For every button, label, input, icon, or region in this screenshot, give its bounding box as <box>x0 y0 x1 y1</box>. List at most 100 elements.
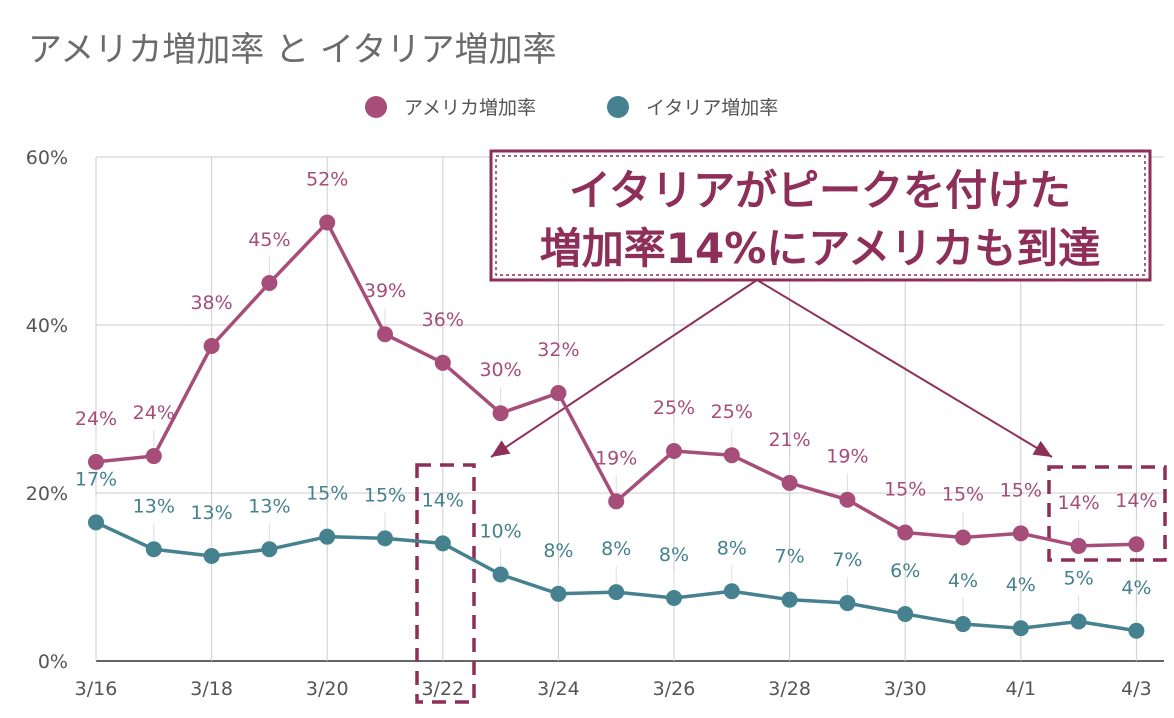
data-label: 15% <box>942 484 984 506</box>
callout-arrowhead <box>491 440 511 457</box>
data-point <box>839 491 856 508</box>
data-label: 14% <box>1115 490 1157 512</box>
data-label: 14% <box>1057 492 1099 514</box>
data-label: 8% <box>601 538 631 560</box>
data-point <box>897 605 914 622</box>
data-labels-layer: 24% 24% 38% 45% 52% 39% 36% 30% 32% 19% 25% 25% 21% 1… <box>75 169 1158 623</box>
data-point <box>1070 537 1087 554</box>
legend-marker <box>365 96 387 118</box>
data-point <box>261 275 278 291</box>
data-point <box>666 443 682 459</box>
data-point <box>88 453 104 470</box>
data-label: 30% <box>479 359 521 381</box>
data-label: 15% <box>1000 479 1042 501</box>
data-point <box>723 583 740 600</box>
data-label: 13% <box>190 502 232 524</box>
data-point <box>145 448 162 465</box>
data-label: 7% <box>775 546 805 568</box>
data-label: 21% <box>768 429 810 451</box>
data-label: 19% <box>595 447 637 469</box>
data-label: 13% <box>133 495 175 517</box>
data-point <box>88 514 104 531</box>
data-point <box>377 530 393 547</box>
x-tick-label: 4/3 <box>1121 678 1152 700</box>
data-point <box>608 584 625 601</box>
data-label: 4% <box>1006 574 1036 596</box>
x-tick-label: 3/24 <box>537 678 580 700</box>
callout-line-1: イタリアがピークを付けた <box>569 166 1071 215</box>
highlight-box-italy-peak <box>415 463 476 704</box>
data-point <box>1012 525 1029 542</box>
data-label: 15% <box>884 478 926 500</box>
data-point <box>1070 613 1087 630</box>
data-point <box>261 541 278 558</box>
x-tick-label: 3/26 <box>653 678 696 700</box>
x-tick-label: 3/16 <box>75 678 118 700</box>
data-label: 6% <box>890 560 920 582</box>
data-label: 4% <box>1121 577 1151 599</box>
data-label: 45% <box>248 229 290 251</box>
x-tick-label: 4/1 <box>1006 678 1037 700</box>
data-point <box>203 548 220 564</box>
x-tick-label: 3/20 <box>306 678 349 700</box>
data-point <box>492 405 509 422</box>
callout-arrow <box>490 279 758 458</box>
data-point <box>955 616 971 633</box>
data-label: 25% <box>711 401 753 423</box>
data-label: 24% <box>133 402 175 424</box>
data-label: 4% <box>948 570 978 592</box>
data-point <box>434 354 451 371</box>
legend-marker <box>607 96 629 118</box>
data-label: 7% <box>832 549 862 571</box>
data-label: 5% <box>1064 568 1094 590</box>
data-point <box>203 338 220 354</box>
data-label: 36% <box>422 309 464 331</box>
chart-legend: アメリカ増加率 イタリア増加率 <box>365 96 778 119</box>
data-point <box>434 535 451 552</box>
callout-box <box>489 149 1152 282</box>
data-label: 8% <box>543 540 573 562</box>
data-point <box>781 474 798 491</box>
data-point <box>666 590 682 606</box>
data-point <box>319 214 336 231</box>
data-point <box>839 595 856 612</box>
callout-line-2: 増加率14%にアメリカも到達 <box>540 224 1100 273</box>
legend-label: イタリア増加率 <box>646 97 778 119</box>
data-label: 17% <box>75 468 117 490</box>
data-point <box>1012 620 1029 637</box>
x-tick-label: 3/30 <box>884 678 927 700</box>
data-label: 8% <box>717 537 747 559</box>
data-point <box>319 528 336 545</box>
data-label: 13% <box>248 495 290 517</box>
chart-title: アメリカ増加率 と イタリア増加率 <box>28 30 557 70</box>
data-point <box>550 385 567 402</box>
data-point <box>608 493 625 510</box>
data-label: 10% <box>479 520 521 542</box>
data-label: 25% <box>653 397 695 419</box>
data-label: 8% <box>659 544 689 566</box>
data-point <box>550 585 567 602</box>
callout-arrow <box>756 279 1053 458</box>
data-point <box>955 529 971 546</box>
y-tick-label: 40% <box>26 315 68 337</box>
chart-axes: 0% 20% 40% 60% 3/16 3/18 3/20 3/22 3/24 3/26 3/28 3… <box>26 147 1152 700</box>
data-point <box>781 591 798 608</box>
data-label: 14% <box>422 489 464 511</box>
data-label: 19% <box>826 446 868 468</box>
data-label: 39% <box>364 280 406 302</box>
callout-arrowhead <box>1032 440 1052 457</box>
data-point <box>145 541 162 558</box>
y-tick-label: 0% <box>38 651 68 673</box>
y-tick-label: 20% <box>26 483 68 505</box>
data-point <box>723 447 740 464</box>
highlight-box-us-reach <box>1047 465 1167 562</box>
series-layer <box>88 214 1145 639</box>
data-label: 52% <box>306 169 348 191</box>
legend-label: アメリカ増加率 <box>404 97 536 119</box>
data-label: 38% <box>190 292 232 314</box>
data-point <box>897 524 914 541</box>
data-label: 24% <box>75 408 117 430</box>
data-label: 15% <box>306 483 348 505</box>
